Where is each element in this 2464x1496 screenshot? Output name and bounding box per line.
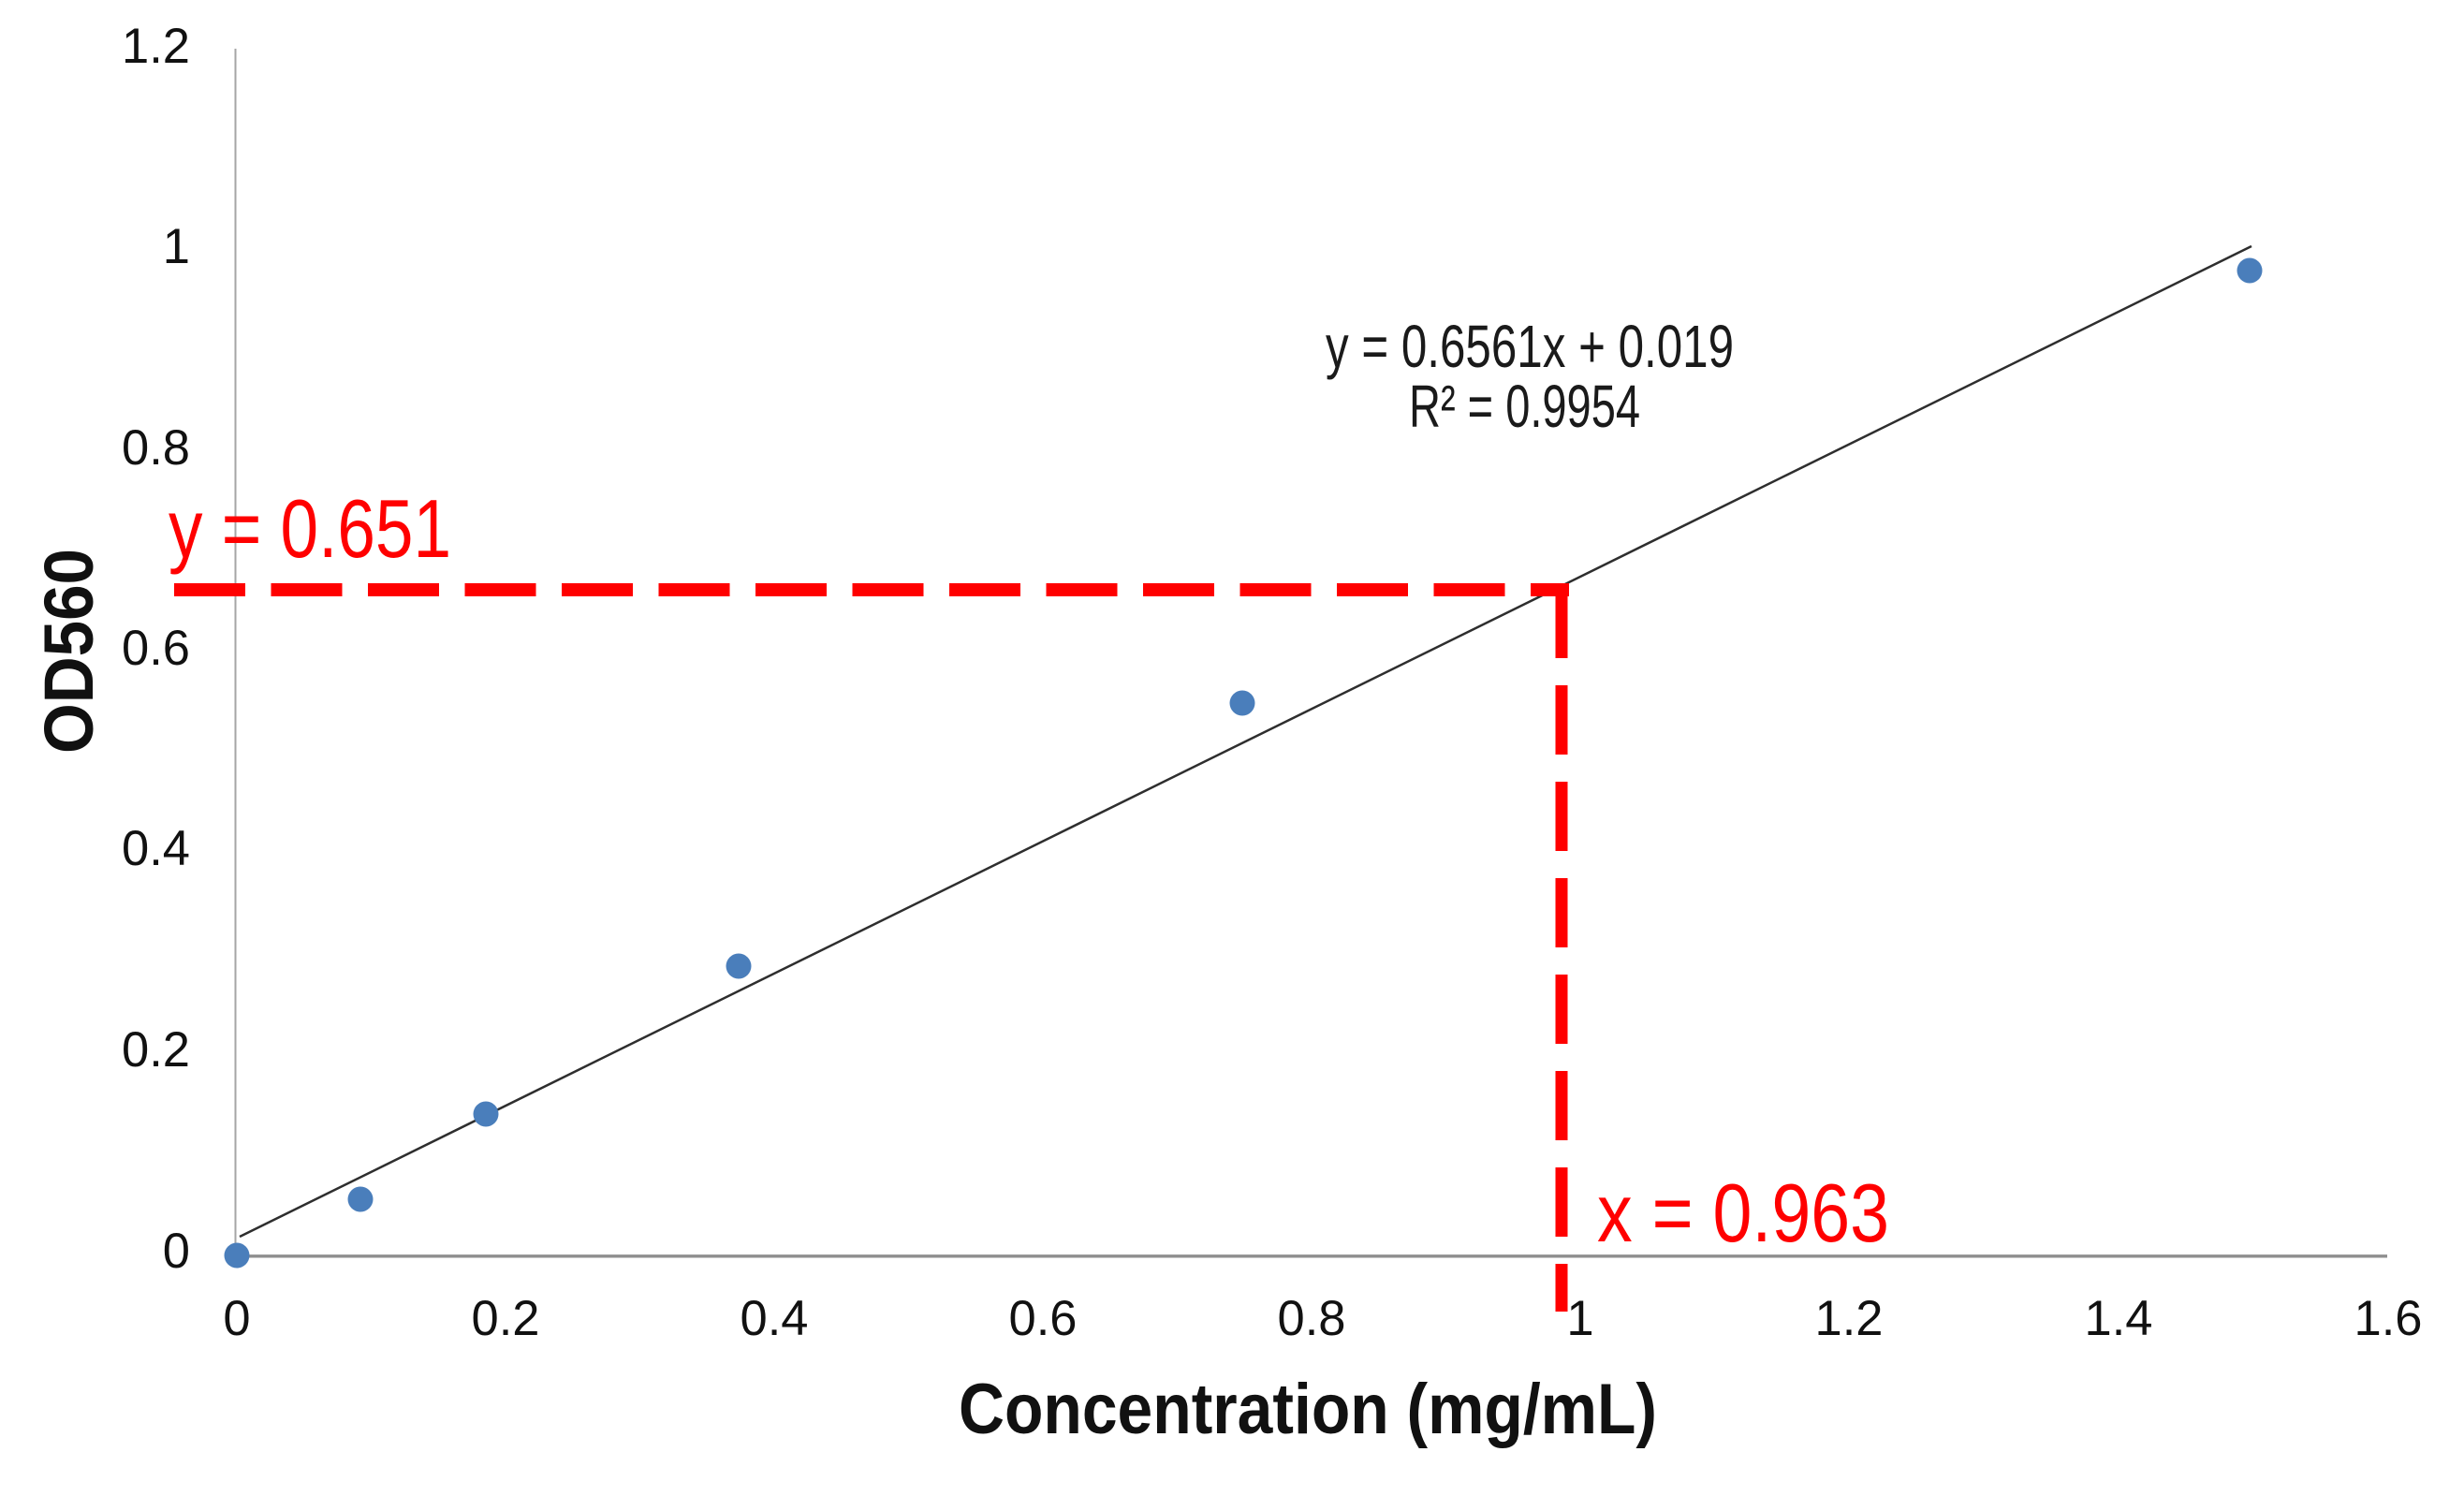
svg-text:0.4: 0.4 <box>741 1291 809 1346</box>
svg-text:1.2: 1.2 <box>1815 1291 1884 1346</box>
svg-text:1: 1 <box>163 219 190 274</box>
svg-text:1.2: 1.2 <box>122 19 190 74</box>
svg-text:1.4: 1.4 <box>2085 1291 2153 1346</box>
svg-text:x = 0.963: x = 0.963 <box>1597 1166 1889 1259</box>
svg-text:0: 0 <box>223 1291 250 1346</box>
svg-text:y = 0.6561x + 0.019: y = 0.6561x + 0.019 <box>1326 313 1734 380</box>
svg-text:0.4: 0.4 <box>122 821 190 876</box>
svg-text:0.6: 0.6 <box>122 621 190 676</box>
svg-text:Concentration (mg/mL): Concentration (mg/mL) <box>959 1370 1657 1449</box>
svg-text:1.6: 1.6 <box>2354 1291 2423 1346</box>
svg-text:0.8: 0.8 <box>1278 1291 1346 1346</box>
svg-text:OD560: OD560 <box>30 549 108 754</box>
svg-text:y = 0.651: y = 0.651 <box>169 482 451 575</box>
svg-text:0.6: 0.6 <box>1009 1291 1078 1346</box>
svg-text:0.2: 0.2 <box>122 1022 190 1078</box>
svg-text:R² = 0.9954: R² = 0.9954 <box>1409 373 1640 440</box>
svg-text:1: 1 <box>1566 1291 1593 1346</box>
svg-text:0.2: 0.2 <box>472 1291 540 1346</box>
svg-text:0: 0 <box>163 1224 190 1279</box>
svg-text:0.8: 0.8 <box>122 420 190 476</box>
